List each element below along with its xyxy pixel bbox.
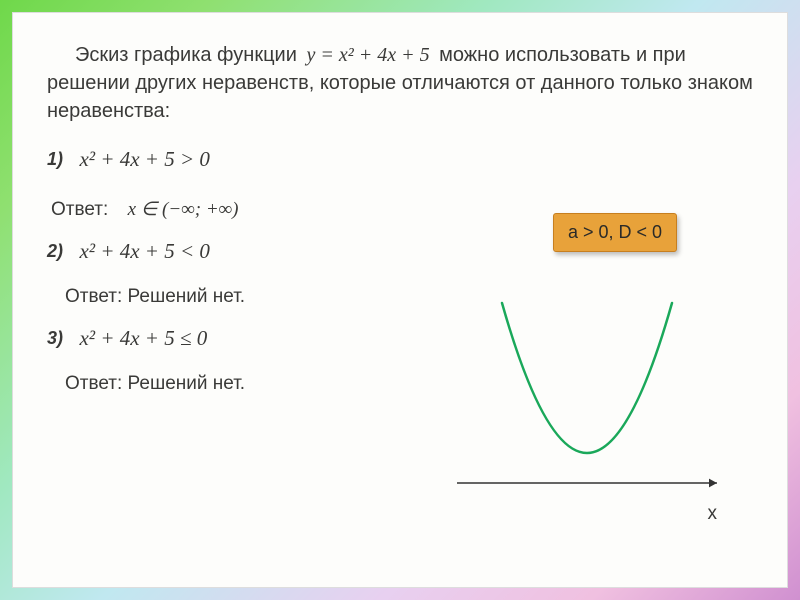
item-2-answer-label: Ответ: Решений нет. — [65, 286, 245, 307]
item-1-answer-val: x ∈ (−∞; +∞) — [114, 199, 239, 220]
parabola-graph — [447, 273, 727, 533]
intro-formula: y = x² + 4x + 5 — [302, 44, 433, 66]
intro-part1: Эскиз графика функции — [75, 44, 297, 66]
item-1: 1) x² + 4x + 5 > 0 — [47, 147, 427, 172]
discriminant-badge: a > 0, D < 0 — [553, 213, 677, 252]
slide-panel: Эскиз графика функции y = x² + 4x + 5 мо… — [12, 12, 788, 588]
item-3-num: 3) — [47, 328, 75, 349]
item-1-answer: Ответ: x ∈ (−∞; +∞) — [51, 198, 427, 221]
item-2-formula: x² + 4x + 5 < 0 — [79, 239, 209, 263]
slide-frame: Эскиз графика функции y = x² + 4x + 5 мо… — [0, 0, 800, 600]
item-3-formula: x² + 4x + 5 ≤ 0 — [79, 326, 207, 350]
item-2-num: 2) — [47, 241, 75, 262]
item-1-num: 1) — [47, 149, 75, 170]
item-2: 2) x² + 4x + 5 < 0 — [47, 239, 427, 264]
item-3-answer: Ответ: Решений нет. — [65, 373, 427, 395]
parabola-svg — [447, 273, 727, 533]
x-axis-label: x — [708, 503, 718, 525]
item-3-answer-label: Ответ: Решений нет. — [65, 373, 245, 394]
item-3: 3) x² + 4x + 5 ≤ 0 — [47, 326, 427, 351]
intro-text: Эскиз графика функции y = x² + 4x + 5 мо… — [47, 41, 753, 125]
item-1-formula: x² + 4x + 5 > 0 — [79, 147, 209, 171]
item-1-answer-label: Ответ: — [51, 199, 108, 220]
item-2-answer: Ответ: Решений нет. — [65, 286, 427, 308]
items-column: 1) x² + 4x + 5 > 0 Ответ: x ∈ (−∞; +∞) 2… — [47, 147, 427, 395]
